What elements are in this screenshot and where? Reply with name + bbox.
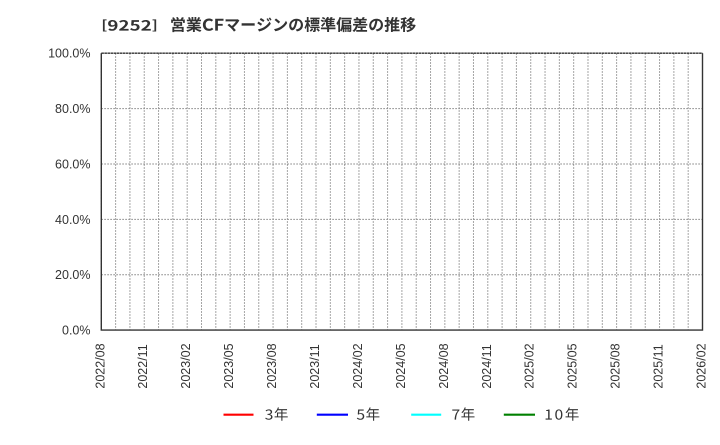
svg-text:60.0%: 60.0%: [55, 157, 90, 171]
svg-text:2025/11: 2025/11: [652, 344, 666, 388]
svg-text:2023/05: 2023/05: [222, 343, 236, 388]
svg-text:0.0%: 0.0%: [62, 324, 91, 338]
svg-text:2022/08: 2022/08: [93, 343, 107, 388]
svg-text:2026/02: 2026/02: [695, 343, 709, 388]
svg-text:2022/11: 2022/11: [136, 344, 150, 388]
svg-text:2025/08: 2025/08: [609, 343, 623, 388]
svg-text:2024/02: 2024/02: [351, 343, 365, 388]
svg-text:40.0%: 40.0%: [55, 213, 90, 227]
svg-text:2024/05: 2024/05: [394, 343, 408, 388]
svg-text:2025/02: 2025/02: [523, 343, 537, 388]
svg-text:2025/05: 2025/05: [566, 343, 580, 388]
svg-text:100.0%: 100.0%: [48, 47, 90, 61]
svg-text:80.0%: 80.0%: [55, 102, 90, 116]
svg-text:20.0%: 20.0%: [55, 268, 90, 282]
svg-text:2024/08: 2024/08: [437, 343, 451, 388]
svg-text:2023/08: 2023/08: [265, 343, 279, 388]
svg-text:2024/11: 2024/11: [480, 344, 494, 388]
svg-text:2023/02: 2023/02: [179, 343, 193, 388]
svg-text:2023/11: 2023/11: [308, 344, 322, 388]
